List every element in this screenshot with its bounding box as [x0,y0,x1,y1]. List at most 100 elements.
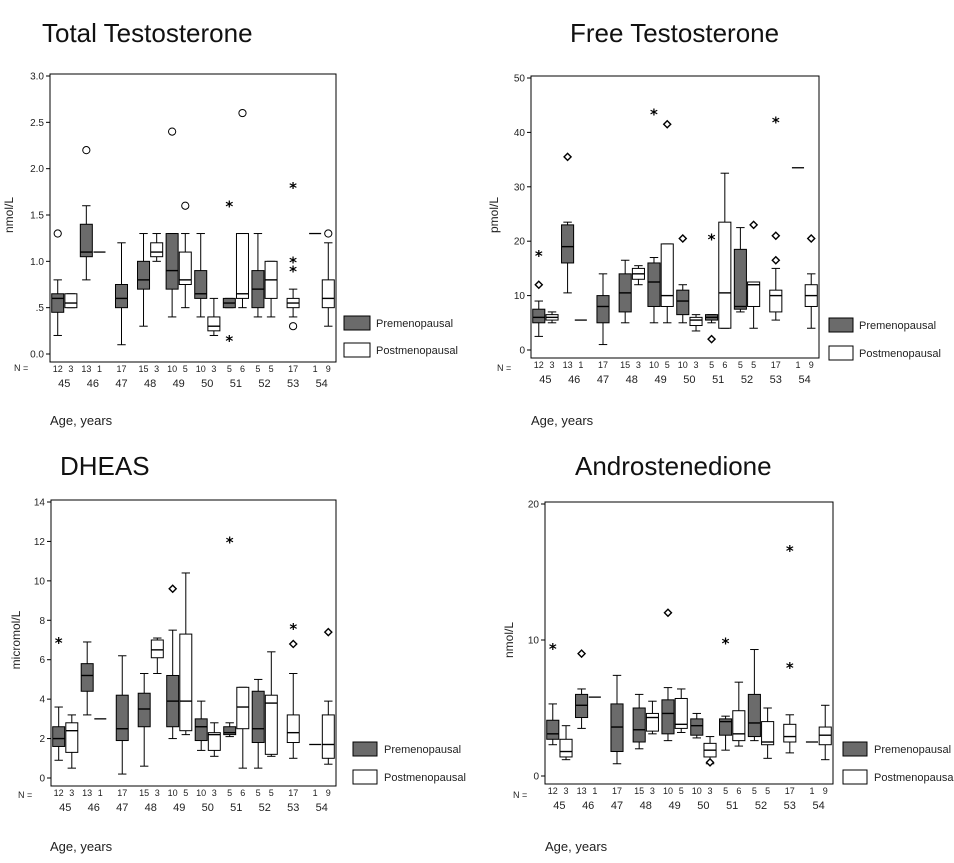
y-axis-label: micromol/L [9,610,23,669]
age-tick-label: 53 [287,802,299,814]
n-label: N = [497,363,511,373]
outlier-star: * [708,230,716,248]
box [51,293,65,313]
age-tick-label: 50 [697,800,709,812]
y-tick-label: 10 [514,291,526,302]
n-count-post: 9 [326,364,331,374]
y-tick-label: 10 [528,636,540,647]
panel-total-testosterone: Total Testosterone nmol/L Age, years N =… [2,18,458,428]
n-count-pre: 1 [313,364,318,374]
box [286,714,300,744]
age-tick-label: 54 [812,800,824,812]
chart-title: Total Testosterone [42,18,253,48]
outlier-diamond [705,757,715,767]
n-count-post: 5 [183,364,188,374]
n-count-post: 3 [564,786,569,796]
age-tick-label: 49 [668,800,680,812]
box [747,281,761,307]
outlier-diamond [563,152,573,162]
n-count-post: 3 [68,364,73,374]
outlier-star: * [786,659,794,677]
n-count-pre: 10 [678,360,688,370]
box [632,707,646,743]
box [769,289,783,313]
age-tick-label: 50 [683,374,695,386]
n-count-pre: 17 [612,786,622,796]
n-count-post: 6 [722,360,727,370]
outlier-diamond [662,119,672,129]
box [114,284,129,309]
y-tick-label: 14 [34,498,46,509]
n-count-post: 3 [650,786,655,796]
legend-label-premenopausal: Premenopausal [384,744,461,756]
n-count-post: 6 [240,364,245,374]
legend-label-premenopausal: Premenopausal [874,744,951,756]
y-tick-label: 2.5 [30,118,44,129]
box [150,639,164,659]
outlier-circle [181,201,190,210]
box [674,697,688,729]
y-tick-label: 2.0 [30,164,44,175]
box [179,633,193,732]
y-axis-label: nmol/L [2,197,16,233]
n-count-pre: 1 [809,786,814,796]
n-count-post: 17 [288,364,298,374]
age-tick-label: 54 [798,374,810,386]
age-tick-label: 45 [58,378,70,390]
n-label: N = [14,363,28,373]
outlier-circle [53,229,62,238]
outlier-diamond [663,608,673,618]
age-tick-label: 49 [173,378,185,390]
age-tick-label: 54 [316,802,328,814]
n-count-pre: 10 [692,786,702,796]
age-tick-label: 53 [287,378,299,390]
box [235,233,249,299]
n-count-post: 9 [823,786,828,796]
outlier-star: * [225,332,233,350]
box [207,732,221,751]
outlier-circle [324,229,333,238]
n-count-pre: 5 [255,364,260,374]
box [783,723,797,743]
box [264,694,278,755]
legend: Premenopausal Postmenopausal [828,317,941,361]
n-count-post: 1 [97,364,102,374]
age-tick-label: 51 [230,802,242,814]
outlier-star: * [722,635,730,653]
y-tick-label: 3.0 [30,72,44,83]
panel-androstenedione: Androstenedione nmol/L Age, years N = 01… [502,451,954,854]
n-count-pre: 1 [795,360,800,370]
n-count-pre: 5 [227,364,232,374]
box [761,721,775,746]
outlier-diamond [707,334,717,344]
box [559,738,573,758]
box [690,718,704,736]
box [719,718,733,736]
n-count-pre: 17 [116,364,126,374]
legend-label-premenopausal: Premenopausal [859,320,936,332]
y-tick-label: 4 [39,695,45,706]
n-count-post: 5 [665,360,670,370]
y-tick-label: 40 [514,128,526,139]
legend: Premenopausal Postmenopausal [842,741,954,785]
outlier-diamond [577,649,587,659]
n-count-pre: 13 [81,364,91,374]
n-count-post: 3 [708,786,713,796]
outlier-diamond [168,584,178,594]
box [194,270,208,299]
age-tick-label: 52 [741,374,753,386]
n-count-post: 5 [751,360,756,370]
outlier-diamond [678,233,688,243]
age-tick-label: 52 [258,378,270,390]
n-count-pre: 12 [53,364,63,374]
box [689,316,703,327]
n-count-pre: 10 [196,364,206,374]
age-tick-label: 47 [116,802,128,814]
y-tick-label: 2 [39,734,45,745]
n-count-post: 1 [578,360,583,370]
box [65,722,79,753]
n-count-pre: 5 [256,788,261,798]
box [596,295,610,324]
